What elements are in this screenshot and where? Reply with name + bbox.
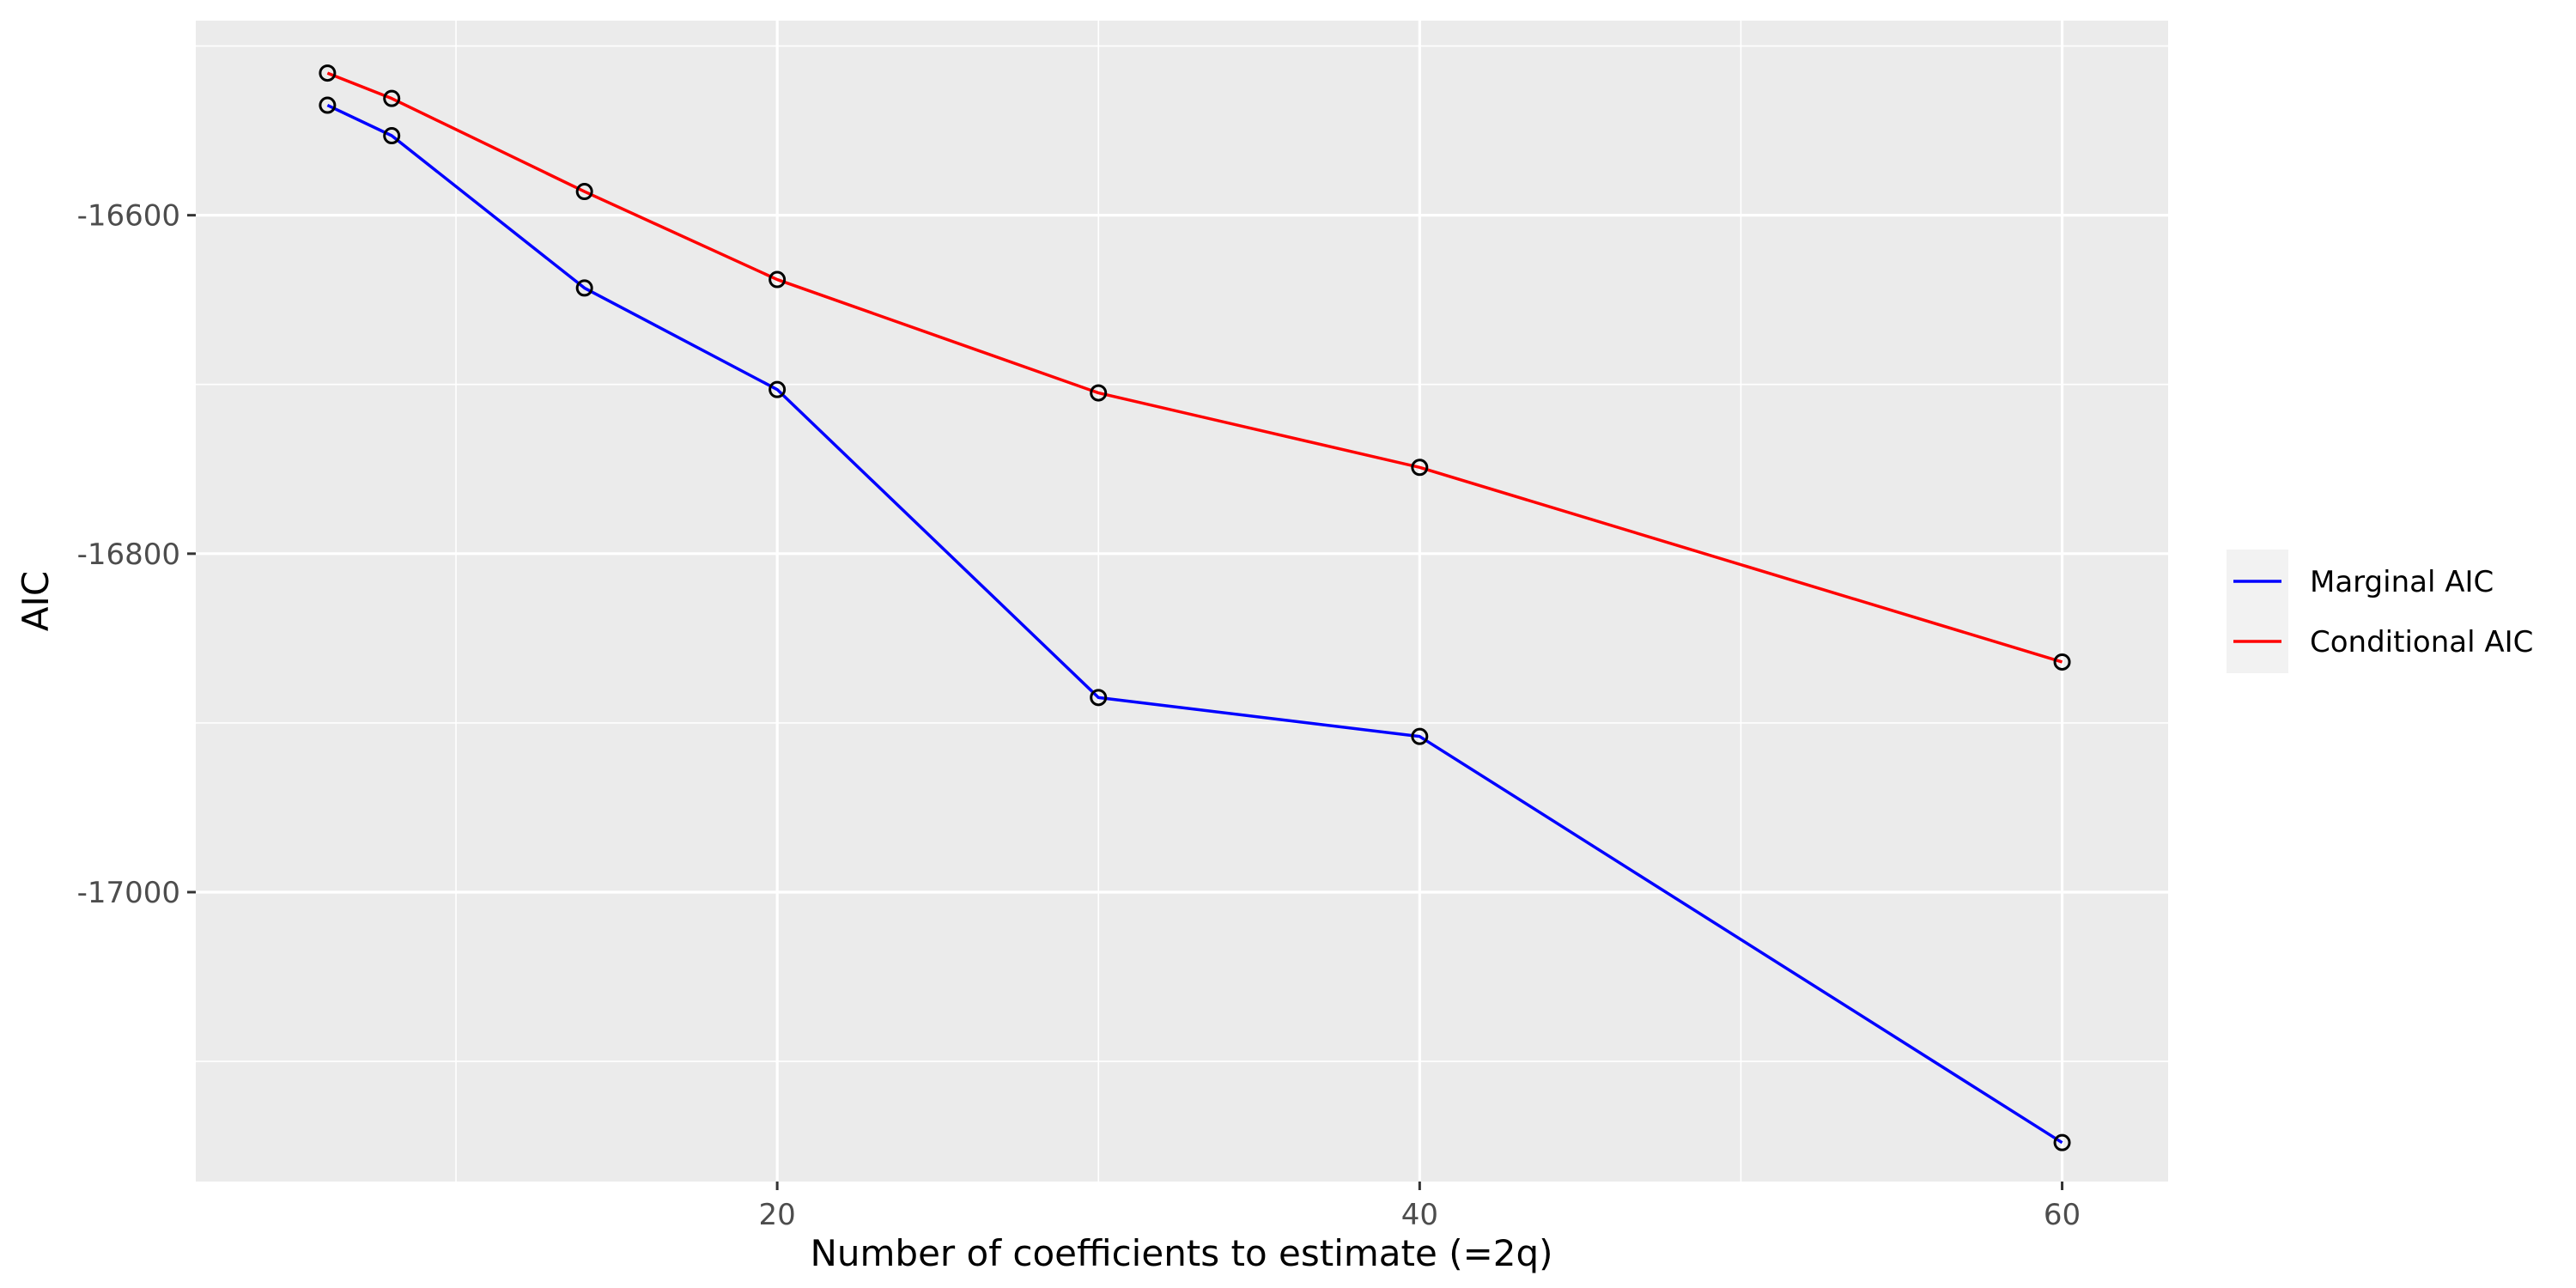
series-lines	[326, 71, 2063, 1145]
legend-key-background	[2227, 550, 2288, 673]
data-point	[319, 64, 337, 82]
y-tick-label: -17000	[77, 876, 180, 910]
plot-panel	[196, 21, 2168, 1182]
data-point	[769, 270, 787, 289]
data-point	[2053, 653, 2071, 671]
series-line-marginal-aic	[326, 103, 2063, 1145]
data-point	[1090, 384, 1108, 402]
legend-label-marginal-aic: Marginal AIC	[2310, 565, 2494, 599]
data-point	[575, 279, 593, 297]
data-point	[2053, 1133, 2071, 1151]
x-axis-title: Number of coefficients to estimate (=2q)	[810, 1232, 1552, 1274]
data-point	[1411, 727, 1429, 745]
data-points	[319, 64, 2071, 1151]
data-point	[1090, 689, 1108, 707]
data-point	[769, 380, 787, 398]
x-tick-label: 20	[758, 1198, 795, 1232]
data-point	[383, 127, 401, 145]
series-line-conditional-aic	[326, 71, 2063, 664]
data-point	[319, 96, 337, 114]
y-axis-ticks: -16600 -16800 -17000	[77, 199, 196, 910]
data-point	[575, 183, 593, 201]
y-tick-label: -16600	[77, 199, 180, 234]
x-axis-ticks: 20 40 60	[758, 1182, 2081, 1232]
x-tick-label: 40	[1401, 1198, 1438, 1232]
y-tick-label: -16800	[77, 538, 180, 572]
legend: Marginal AIC Conditional AIC	[2227, 550, 2533, 673]
data-point	[1411, 459, 1429, 477]
y-axis-title: AIC	[15, 571, 57, 631]
data-point	[383, 89, 401, 107]
x-tick-label: 60	[2044, 1198, 2081, 1232]
major-gridlines	[196, 21, 2168, 1182]
legend-label-conditional-aic: Conditional AIC	[2310, 625, 2533, 659]
